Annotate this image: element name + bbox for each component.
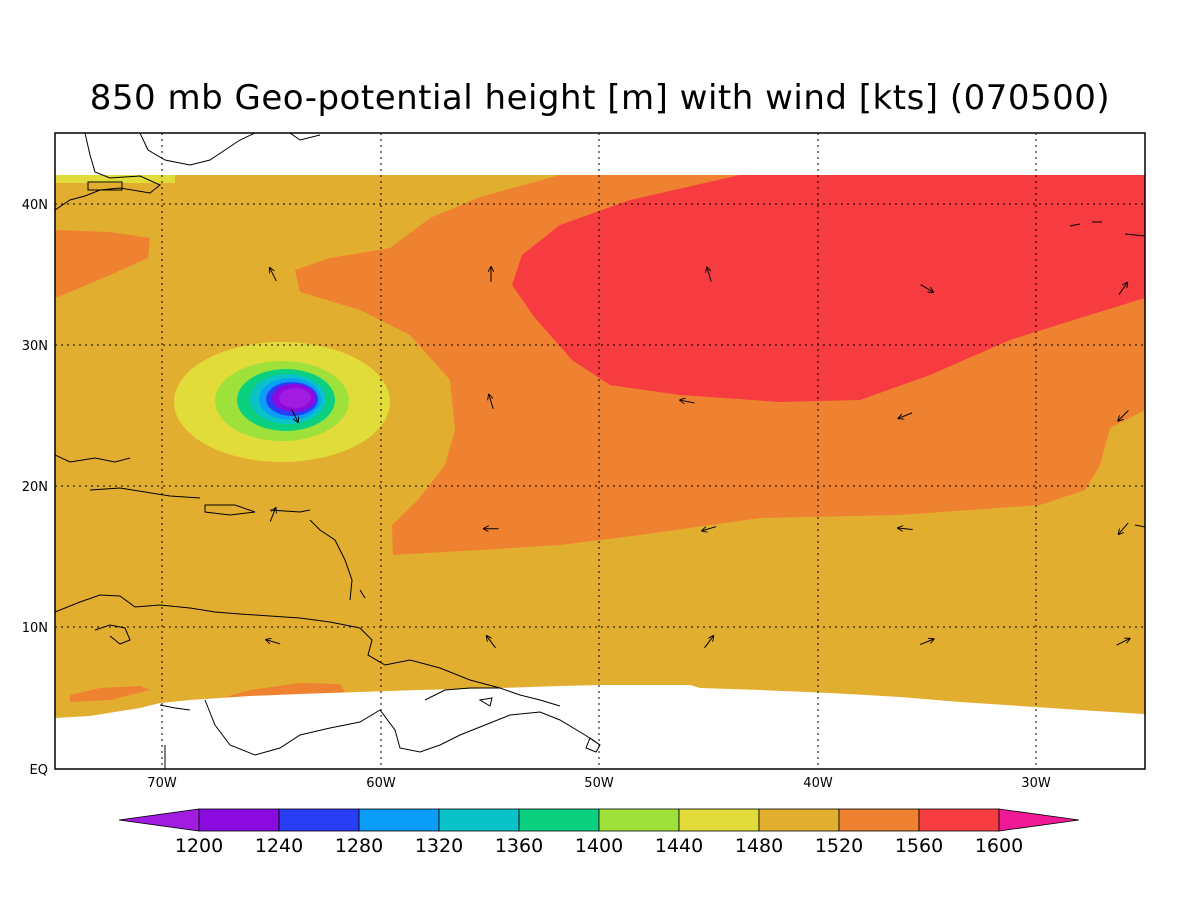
wind-vectors [266,267,1130,649]
wind-vector-5 [489,394,494,409]
band-1520-1560-south2 [215,683,345,700]
missing-north [55,133,1145,175]
colorbar-box-0 [198,808,280,832]
colorbar-label-1600: 1600 [975,835,1023,857]
colorbar-label-1360: 1360 [495,835,543,857]
lat-label-40n: 40N [22,198,48,213]
colorbar-label-1440: 1440 [655,835,703,857]
wind-vector-9 [269,508,276,522]
colorbar-box-6 [678,808,760,832]
wind-vector-8 [1118,410,1129,421]
wind-vector-13 [1118,522,1129,534]
coastlines [55,133,1145,769]
band-1520-1560-west [55,230,150,298]
wind-vector-17 [919,639,934,646]
wind-vector-0 [270,268,277,282]
lat-label-20n: 20N [22,480,48,495]
colorbar-box-7 [758,808,840,832]
lon-label-40w: 40W [803,776,833,791]
wind-vector-7 [898,412,913,419]
missing-south [55,685,1145,769]
colorbar-box-8 [838,808,920,832]
colorbar-label-1240: 1240 [255,835,303,857]
lon-label-70w: 70W [147,776,177,791]
lon-label-60w: 60W [366,776,396,791]
wind-vector-16 [704,636,714,649]
lat-label-eq: EQ [30,763,48,778]
colorbar-label-1520: 1520 [815,835,863,857]
gridlines [55,133,1145,769]
map-title: 850 mb Geo-potential height [m] with win… [89,78,1111,118]
colorbar-box-5 [598,808,680,832]
colorbar-label-1280: 1280 [335,835,383,857]
lon-label-30w: 30W [1021,776,1051,791]
wind-vector-15 [487,636,496,649]
colorbar-label-1320: 1320 [415,835,463,857]
colorbar-box-1 [278,808,360,832]
colorbar-box-2 [358,808,440,832]
band-below-1200-low [279,388,311,408]
colorbar: 1200 1240 1280 1320 1360 1400 1440 1480 1520 1560… [118,808,1080,857]
wind-vector-6 [680,400,695,403]
lat-label-30n: 30N [22,339,48,354]
wind-vector-19 [290,408,298,422]
colorbar-box-4 [518,808,600,832]
wind-vector-18 [1116,638,1129,646]
height-field [55,133,1145,769]
colorbar-under-triangle [118,808,200,832]
band-1440-1480-north [55,175,175,183]
lat-label-10n: 10N [22,621,48,636]
colorbar-label-1400: 1400 [575,835,623,857]
lon-label-50w: 50W [584,776,614,791]
wind-vector-12 [898,528,913,529]
wind-vector-2 [707,267,712,282]
wind-vector-3 [920,284,934,293]
colorbar-over-triangle [998,808,1080,832]
colorbar-label-1200: 1200 [175,835,223,857]
plot-frame [54,132,1146,770]
wind-vector-11 [702,526,717,531]
wind-vector-14 [266,640,281,645]
colorbar-box-9 [918,808,1000,832]
colorbar-box-3 [438,808,520,832]
colorbar-label-1560: 1560 [895,835,943,857]
colorbar-label-1480: 1480 [735,835,783,857]
wind-vector-4 [1118,282,1128,295]
band-1520-1560-south1 [70,686,150,702]
